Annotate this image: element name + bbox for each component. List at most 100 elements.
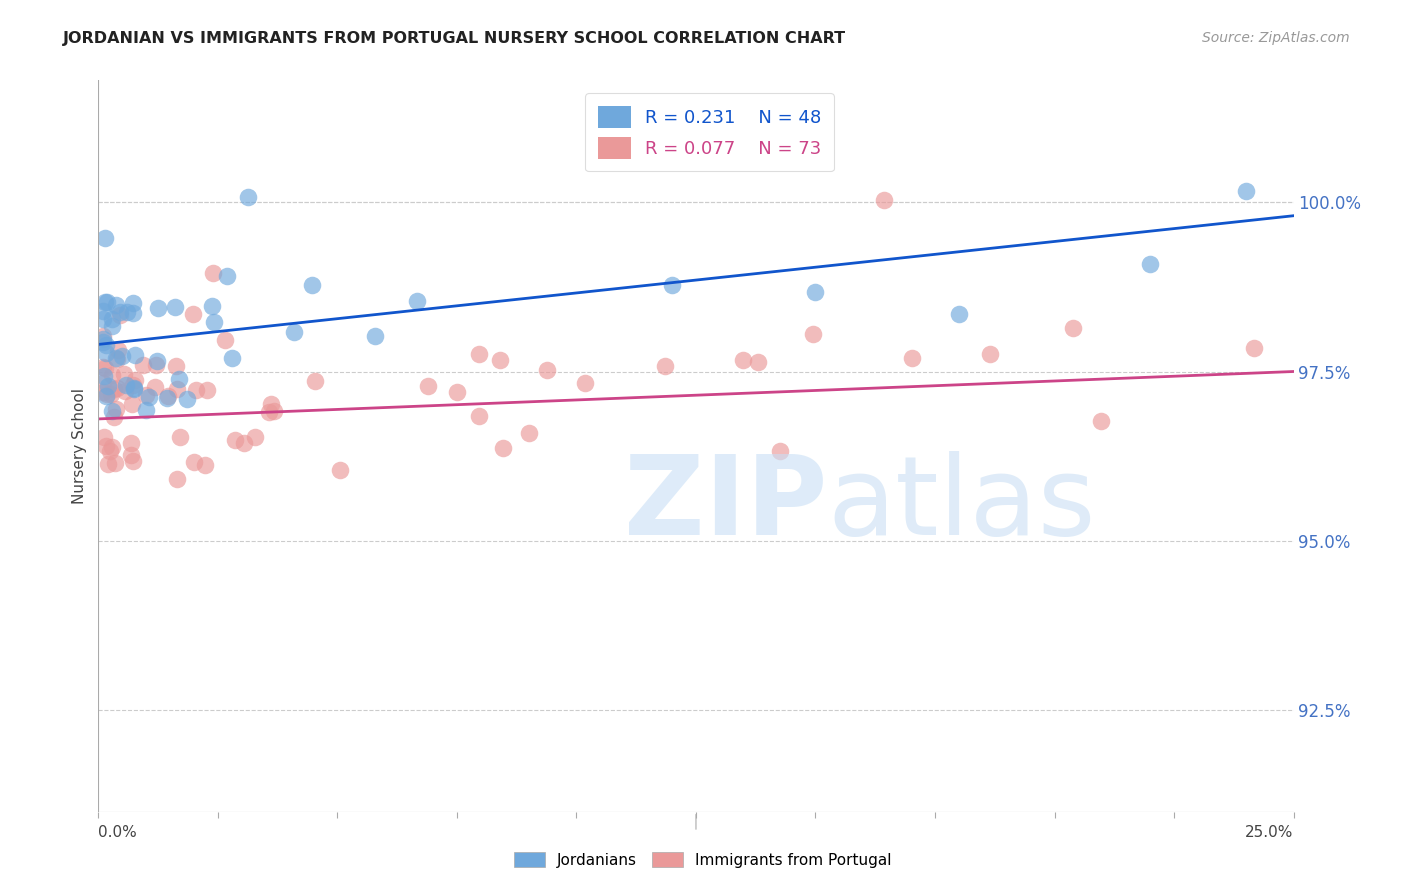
Point xyxy=(364,329,387,343)
Point xyxy=(135,388,157,402)
Point xyxy=(121,454,143,468)
Point xyxy=(245,430,267,444)
Point xyxy=(91,376,114,390)
Point xyxy=(91,334,114,349)
Point xyxy=(103,410,125,425)
Point xyxy=(93,360,115,375)
Point xyxy=(661,278,683,293)
Point xyxy=(195,384,218,398)
Point xyxy=(124,349,146,363)
Point xyxy=(1234,184,1257,198)
Point xyxy=(329,463,352,477)
Point xyxy=(731,353,754,368)
Text: Source: ZipAtlas.com: Source: ZipAtlas.com xyxy=(1202,31,1350,45)
Point xyxy=(100,368,122,383)
Y-axis label: Nursery School: Nursery School xyxy=(72,388,87,504)
Point xyxy=(183,455,205,469)
Point xyxy=(120,436,142,450)
Point xyxy=(96,387,118,401)
Point xyxy=(94,346,117,360)
Point xyxy=(105,351,128,366)
Point xyxy=(100,312,122,326)
Point xyxy=(122,382,145,396)
Point xyxy=(91,304,114,318)
Point xyxy=(301,277,323,292)
Point xyxy=(91,385,114,400)
Text: JORDANIAN VS IMMIGRANTS FROM PORTUGAL NURSERY SCHOOL CORRELATION CHART: JORDANIAN VS IMMIGRANTS FROM PORTUGAL NU… xyxy=(63,31,846,46)
Point xyxy=(94,389,117,403)
Point xyxy=(176,392,198,406)
Text: atlas: atlas xyxy=(827,451,1095,558)
Point xyxy=(115,377,138,392)
Point xyxy=(120,448,142,462)
Point xyxy=(138,390,160,404)
Point xyxy=(169,430,191,444)
Point xyxy=(124,373,146,387)
Point xyxy=(143,380,166,394)
Point xyxy=(260,397,283,411)
Point xyxy=(901,351,924,365)
Point xyxy=(233,436,256,450)
Point xyxy=(873,194,896,208)
Point xyxy=(107,343,129,357)
Point xyxy=(224,434,246,448)
Point xyxy=(165,300,187,314)
Point xyxy=(1139,257,1161,271)
Point xyxy=(1243,341,1265,355)
Point xyxy=(194,458,217,472)
Point xyxy=(468,347,491,361)
Legend: R = 0.231    N = 48, R = 0.077    N = 73: R = 0.231 N = 48, R = 0.077 N = 73 xyxy=(585,93,834,171)
Point xyxy=(574,376,596,391)
Point xyxy=(93,368,115,383)
Point xyxy=(801,326,824,341)
Point xyxy=(91,359,114,374)
Point xyxy=(491,441,513,455)
Point xyxy=(122,381,145,395)
Point xyxy=(108,305,131,319)
Point xyxy=(115,305,138,319)
Point xyxy=(165,359,187,373)
Point xyxy=(304,374,326,388)
Point xyxy=(156,391,179,405)
Point xyxy=(94,295,117,310)
Point xyxy=(134,403,156,417)
Point xyxy=(217,268,239,283)
Text: 0.0%: 0.0% xyxy=(98,825,138,840)
Point xyxy=(91,329,114,343)
Point xyxy=(108,308,131,322)
Point xyxy=(214,333,236,347)
Point xyxy=(122,377,145,392)
Point xyxy=(257,405,280,419)
Point xyxy=(804,285,827,299)
Point xyxy=(202,315,225,329)
Point xyxy=(97,457,120,471)
Point xyxy=(101,318,124,333)
Point xyxy=(221,351,243,365)
Point xyxy=(100,444,122,458)
Point xyxy=(467,409,489,423)
Point xyxy=(104,297,127,311)
Point xyxy=(96,295,118,310)
Point xyxy=(93,430,115,444)
Text: ZIP: ZIP xyxy=(624,451,828,558)
Point xyxy=(112,367,135,381)
Point xyxy=(132,358,155,372)
Point xyxy=(91,312,114,326)
Point xyxy=(94,439,117,453)
Point xyxy=(103,382,125,396)
Point xyxy=(96,338,118,352)
Point xyxy=(105,352,128,367)
Point xyxy=(156,389,179,403)
Point xyxy=(91,332,114,346)
Point xyxy=(181,307,204,321)
Point xyxy=(186,384,208,398)
Point xyxy=(236,190,259,204)
Point xyxy=(536,363,558,377)
Point xyxy=(1062,320,1084,334)
Point xyxy=(283,325,305,339)
Point xyxy=(488,353,510,368)
Point xyxy=(104,456,127,470)
Point xyxy=(769,444,792,458)
Point xyxy=(145,358,167,372)
Point xyxy=(101,440,124,454)
